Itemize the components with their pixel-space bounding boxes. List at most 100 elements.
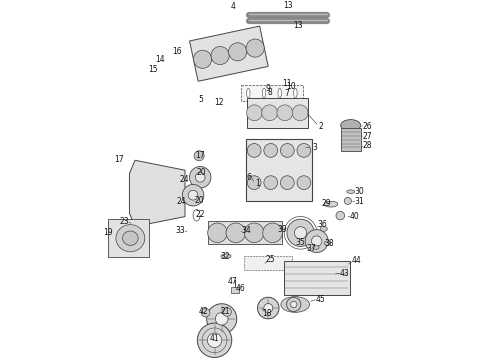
Text: 12: 12 [214, 98, 223, 107]
Text: 10: 10 [286, 82, 295, 91]
Circle shape [245, 223, 264, 243]
Bar [246, 139, 312, 202]
Bar [284, 261, 350, 294]
Text: 40: 40 [350, 212, 360, 221]
Circle shape [216, 312, 228, 325]
Text: 14: 14 [155, 55, 165, 64]
Circle shape [280, 144, 294, 157]
Text: 33: 33 [175, 226, 185, 235]
Circle shape [208, 223, 227, 243]
Circle shape [264, 144, 278, 157]
Text: 3: 3 [313, 143, 318, 152]
Text: 13: 13 [283, 1, 293, 10]
Circle shape [194, 50, 212, 68]
Text: 44: 44 [351, 256, 361, 265]
Circle shape [258, 297, 279, 319]
Text: 41: 41 [209, 334, 219, 343]
Text: 29: 29 [322, 199, 332, 208]
Text: 24: 24 [180, 175, 190, 184]
Text: 16: 16 [172, 48, 182, 57]
Text: 8: 8 [268, 87, 272, 96]
Circle shape [197, 323, 232, 357]
Circle shape [277, 105, 293, 121]
Text: 17: 17 [195, 150, 205, 159]
Ellipse shape [324, 201, 338, 207]
Circle shape [246, 39, 264, 57]
Circle shape [336, 211, 344, 220]
Text: 11: 11 [283, 79, 292, 88]
Circle shape [263, 223, 282, 243]
Text: 45: 45 [316, 294, 325, 303]
Ellipse shape [294, 88, 297, 98]
Text: 19: 19 [103, 228, 113, 237]
Ellipse shape [281, 297, 310, 312]
Circle shape [196, 172, 205, 182]
Ellipse shape [320, 226, 327, 231]
Text: 42: 42 [198, 307, 208, 316]
Circle shape [228, 43, 246, 61]
Text: 1: 1 [255, 179, 260, 188]
Text: 21: 21 [221, 307, 230, 316]
Bar [241, 85, 303, 101]
Text: 25: 25 [266, 255, 275, 264]
Ellipse shape [116, 225, 145, 252]
Text: 46: 46 [236, 284, 245, 293]
Text: 20: 20 [195, 196, 204, 205]
Circle shape [294, 227, 307, 239]
Bar [208, 221, 282, 244]
Circle shape [211, 46, 229, 64]
Polygon shape [129, 160, 185, 226]
Circle shape [344, 197, 351, 204]
Text: 2: 2 [318, 122, 323, 131]
Circle shape [264, 176, 278, 190]
Bar [244, 256, 293, 270]
Bar [108, 219, 149, 257]
Circle shape [223, 308, 231, 316]
Text: 28: 28 [363, 141, 372, 150]
Text: 5: 5 [199, 95, 204, 104]
Text: 7: 7 [284, 89, 289, 98]
Text: 9: 9 [266, 84, 270, 93]
Bar [231, 287, 239, 293]
Text: 26: 26 [363, 122, 372, 131]
Circle shape [182, 184, 204, 206]
Circle shape [280, 176, 294, 190]
Ellipse shape [347, 190, 355, 193]
Circle shape [201, 309, 210, 317]
Ellipse shape [278, 88, 281, 98]
Text: 22: 22 [195, 210, 205, 219]
Text: 13: 13 [293, 21, 303, 30]
Text: 23: 23 [119, 217, 129, 226]
Circle shape [207, 333, 222, 347]
Ellipse shape [221, 254, 231, 258]
Circle shape [247, 176, 261, 190]
Text: 32: 32 [220, 252, 230, 261]
Ellipse shape [246, 88, 250, 98]
Polygon shape [190, 26, 268, 81]
Text: 47: 47 [228, 277, 238, 286]
Circle shape [312, 236, 322, 246]
Ellipse shape [324, 241, 331, 246]
Text: 38: 38 [325, 239, 334, 248]
Text: 30: 30 [355, 187, 365, 196]
Circle shape [305, 230, 328, 252]
Text: 4: 4 [230, 1, 235, 10]
Text: 17: 17 [114, 155, 123, 164]
Text: 37: 37 [307, 244, 317, 253]
Text: 34: 34 [242, 226, 251, 235]
Text: 43: 43 [340, 269, 349, 278]
Text: 6: 6 [246, 173, 251, 182]
Circle shape [194, 151, 204, 161]
Circle shape [226, 223, 245, 243]
Text: 39: 39 [277, 225, 287, 234]
Circle shape [297, 144, 311, 157]
Circle shape [287, 219, 314, 247]
Text: 18: 18 [263, 309, 272, 318]
Circle shape [188, 190, 198, 200]
Circle shape [246, 105, 262, 121]
Bar [341, 128, 361, 151]
Text: 20: 20 [196, 168, 206, 177]
Circle shape [287, 297, 301, 311]
Text: 27: 27 [363, 132, 372, 141]
Circle shape [190, 167, 211, 188]
